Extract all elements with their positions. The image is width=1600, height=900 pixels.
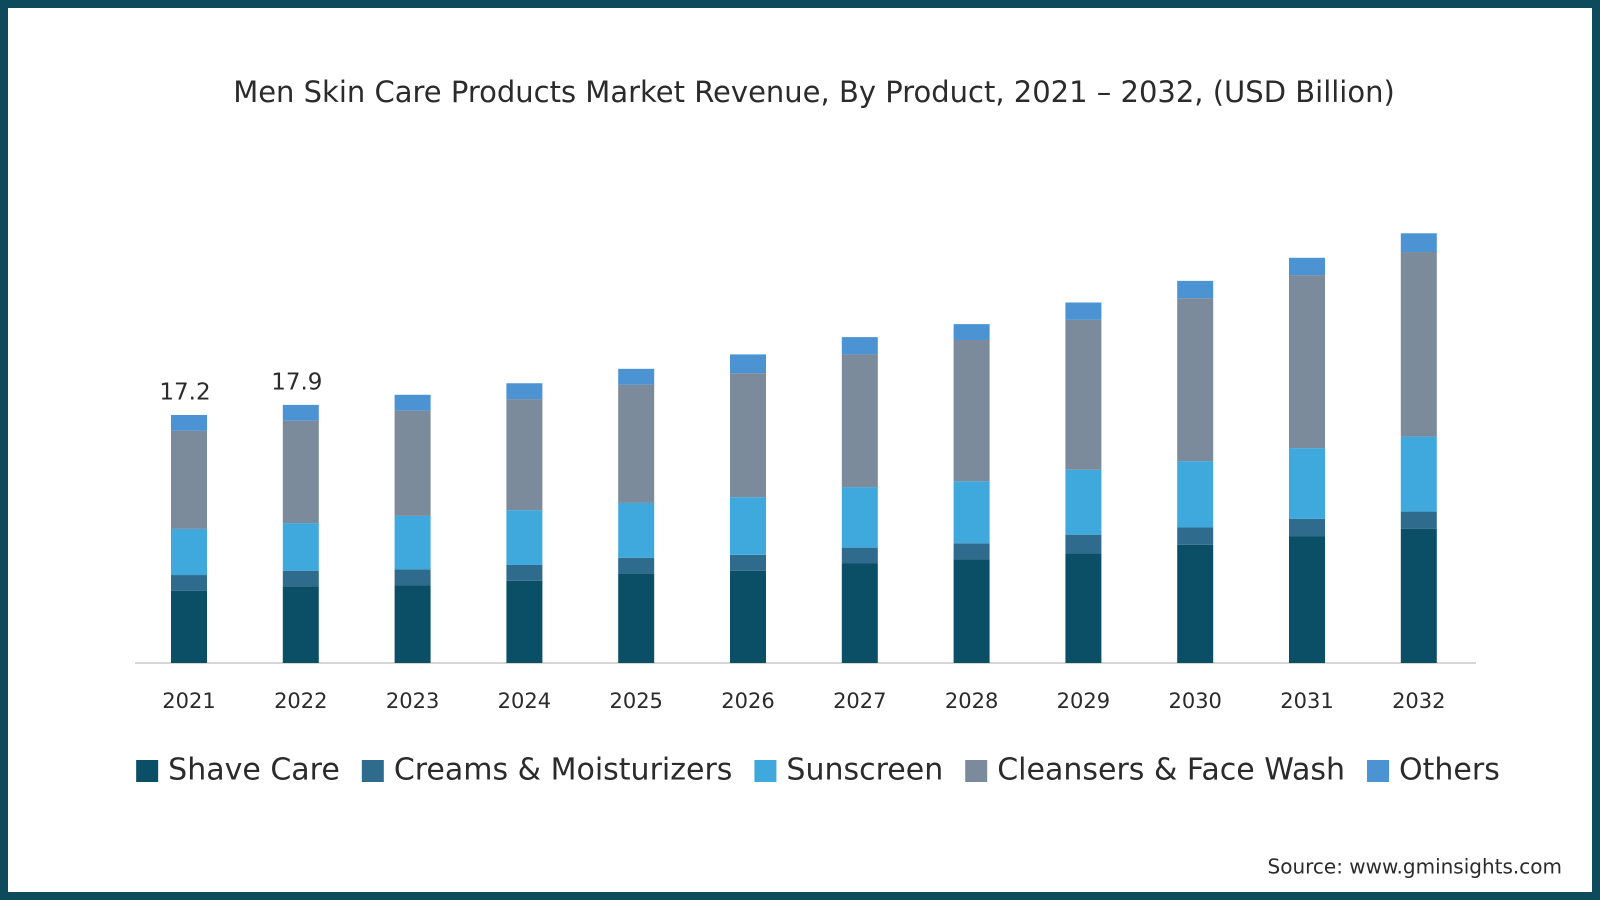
bar-segment [1289,257,1325,276]
bar-segment [1289,518,1325,537]
bar-segment [394,410,431,516]
total-label: 17.2 [159,379,210,405]
bar-segment [394,515,431,570]
bar-segment [1065,553,1102,663]
x-tick-label: 2023 [386,689,439,713]
bar-segment [506,564,543,581]
bar-segment [1065,302,1102,320]
bar-segment [730,373,766,498]
legend-swatch [965,760,988,782]
bar-segment [841,337,878,355]
bar-segment [1400,511,1437,529]
bar-segment [1177,298,1214,462]
bar-segment [1289,275,1325,449]
bar-segment [841,354,878,488]
bar-segment [1177,544,1214,663]
legend-label: Sunscreen [786,753,943,788]
bar-segment [1177,461,1214,528]
legend-label: Others [1399,753,1500,788]
legend-label: Shave Care [168,753,340,788]
bar-segment [841,563,878,663]
bar-segment [506,383,543,400]
bar-segment [841,487,878,548]
bar-segment [506,580,543,663]
bar-segment [1289,536,1325,663]
bar-segment [953,481,990,544]
bar-segment [171,575,207,591]
x-tick-label: 2030 [1168,689,1221,713]
x-tick-label: 2028 [945,689,998,713]
bar-segment [618,502,655,558]
bar-segment [1065,319,1102,470]
bar-segment [394,569,431,586]
bar-segment [618,384,655,503]
legend-swatch [361,760,384,782]
chart-title: Men Skin Care Products Market Revenue, B… [233,75,1395,109]
bar-segment [730,497,766,555]
x-tick-label: 2025 [609,689,662,713]
bar-segment [1177,280,1214,299]
bar-segment [1289,448,1325,519]
bar-segment [171,414,207,431]
bar-segment [953,543,990,560]
bar-segment [1065,534,1102,554]
bar-segment [730,354,766,374]
bar-segment [1400,252,1437,437]
bar-segment [1400,233,1437,253]
legend-swatch [1367,760,1390,782]
bar-segment [171,528,207,576]
bar-segment [282,523,319,571]
bar-segment [953,324,990,340]
bar-segment [618,368,655,385]
legend-swatch [754,760,777,782]
bar-segment [953,339,990,482]
bar-segment [282,586,319,663]
bar-segment [1065,469,1102,535]
x-tick-label: 2021 [162,689,215,713]
x-tick-label: 2022 [274,689,327,713]
bar-segment [394,394,431,411]
bar-segment [394,585,431,663]
bar-segment [506,399,543,511]
x-tick-label: 2026 [721,689,774,713]
bar-segment [618,573,655,663]
legend-label: Creams & Moisturizers [394,753,733,788]
bar-segment [1177,527,1214,545]
x-tick-label: 2029 [1057,689,1110,713]
x-tick-label: 2031 [1280,689,1333,713]
x-tick-label: 2032 [1392,689,1445,713]
bar-segment [282,420,319,524]
source: Source: www.gminsights.com [1268,855,1562,879]
bar-segment [953,559,990,663]
bar-segment [506,510,543,565]
x-tick-label: 2024 [498,689,551,713]
bar-segment [282,404,319,421]
legend-swatch [136,760,159,782]
bar-segment [282,570,319,587]
total-label: 17.9 [271,369,322,395]
bar-segment [171,430,207,529]
legend-label: Cleansers & Face Wash [997,753,1345,788]
bar-segment [1400,528,1437,663]
bar-segment [171,590,207,663]
bar-segment [730,554,766,571]
bar-segment [1400,436,1437,512]
bar-segment [618,557,655,574]
bar-segment [841,547,878,564]
bar-segment [730,570,766,663]
x-tick-label: 2027 [833,689,886,713]
